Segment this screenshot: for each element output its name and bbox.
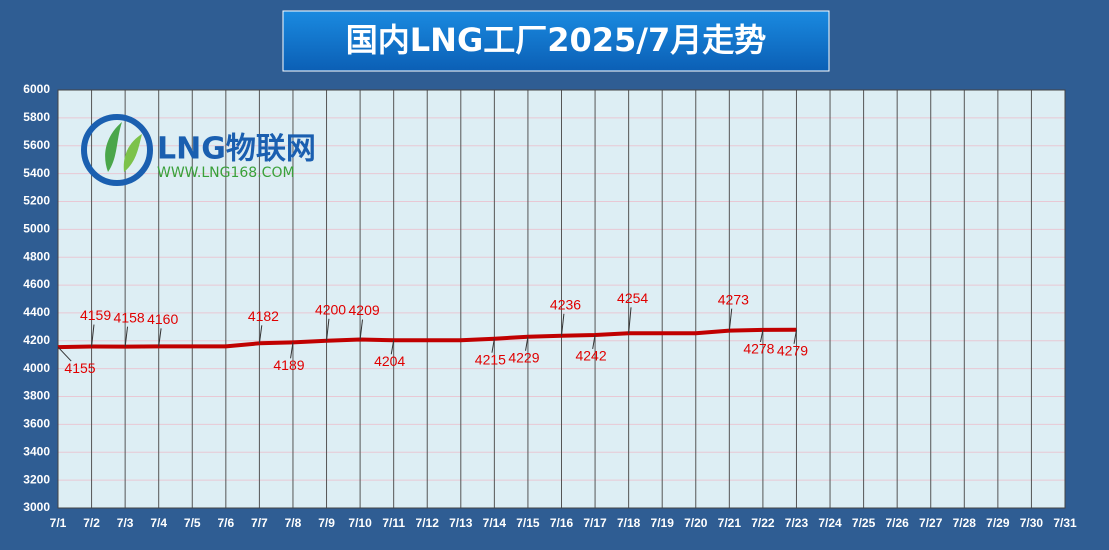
x-tick-label: 7/17 (583, 516, 607, 530)
y-tick-label: 4600 (23, 277, 50, 291)
x-tick-label: 7/29 (986, 516, 1010, 530)
logo-leaf (105, 122, 122, 172)
x-tick-label: 7/30 (1020, 516, 1044, 530)
leader-line (390, 340, 395, 355)
x-tick-label: 7/21 (718, 516, 742, 530)
logo-ring (81, 114, 153, 186)
value-label: 4273 (718, 291, 749, 307)
leader-line (628, 307, 632, 334)
x-tick-label: 7/25 (852, 516, 876, 530)
y-tick-label: 4800 (23, 249, 50, 263)
leader-line (158, 328, 162, 347)
x-tick-label: 7/3 (117, 516, 134, 530)
value-label: 4242 (575, 348, 606, 364)
x-tick-label: 7/4 (150, 516, 167, 530)
title-box (282, 10, 830, 72)
y-tick-label: 3200 (23, 472, 50, 486)
x-tick-label: 7/28 (953, 516, 977, 530)
x-tick-label: 7/7 (251, 516, 268, 530)
y-tick-label: 4200 (23, 333, 50, 347)
plot-border (57, 89, 1066, 509)
x-tick-label: 7/26 (885, 516, 909, 530)
y-tick-label: 4000 (23, 361, 50, 375)
x-tick-label: 7/10 (348, 516, 372, 530)
leader-line (491, 338, 495, 353)
x-tick-label: 7/8 (285, 516, 302, 530)
leader-line (525, 336, 529, 351)
value-label: 4158 (114, 309, 145, 325)
x-tick-label: 7/14 (483, 516, 507, 530)
logo-url: WWW.LNG168.COM (157, 165, 295, 181)
y-tick-label: 6000 (23, 82, 50, 96)
value-label: 4160 (147, 311, 178, 327)
leader-line (290, 342, 294, 359)
x-tick-label: 7/23 (785, 516, 809, 530)
value-label: 4155 (64, 360, 95, 376)
leader-line (326, 318, 330, 341)
x-tick-label: 7/18 (617, 516, 641, 530)
value-label: 4279 (777, 342, 808, 358)
value-label: 4200 (315, 302, 346, 318)
logo-name: LNG物联网 (157, 132, 316, 167)
value-label: 4189 (273, 357, 304, 373)
x-tick-label: 7/15 (516, 516, 540, 530)
x-tick-label: 7/12 (416, 516, 440, 530)
y-tick-label: 3400 (23, 444, 50, 458)
x-tick-label: 7/9 (318, 516, 335, 530)
x-tick-label: 7/19 (651, 516, 675, 530)
logo-leaf (123, 134, 142, 172)
value-label: 4254 (617, 290, 648, 306)
leader-line (592, 334, 596, 350)
leader-line (57, 346, 72, 362)
leader-line (728, 308, 733, 331)
y-tick-label: 3000 (23, 500, 50, 514)
x-tick-label: 7/1 (50, 516, 67, 530)
x-tick-label: 7/20 (684, 516, 708, 530)
y-tick-label: 4400 (23, 305, 50, 319)
value-label: 4182 (248, 308, 279, 324)
leader-line (793, 329, 797, 344)
value-label: 4215 (475, 351, 506, 367)
leader-line (561, 313, 565, 336)
x-tick-label: 7/16 (550, 516, 574, 530)
chart-title: 国内LNG工厂2025/7月走势 (346, 21, 766, 59)
leader-line (91, 324, 95, 347)
value-label: 4236 (550, 296, 581, 312)
x-tick-label: 7/22 (751, 516, 775, 530)
leader-line (258, 325, 263, 344)
x-tick-label: 7/11 (382, 516, 405, 530)
leader-line (359, 319, 363, 340)
y-tick-label: 3800 (23, 389, 50, 403)
value-label: 4209 (349, 302, 380, 318)
leader-line (124, 326, 129, 347)
y-tick-label: 3600 (23, 417, 50, 431)
x-tick-label: 7/6 (217, 516, 234, 530)
x-tick-label: 7/31 (1053, 516, 1077, 530)
value-label: 4159 (80, 307, 111, 323)
x-tick-label: 7/5 (184, 516, 201, 530)
logo: LNG物联网 WWW.LNG168.COM (81, 114, 316, 186)
y-tick-label: 5200 (23, 194, 50, 208)
y-tick-label: 5000 (23, 222, 50, 236)
x-tick-label: 7/13 (449, 516, 473, 530)
y-tick-label: 5800 (23, 110, 50, 124)
x-tick-label: 7/2 (83, 516, 100, 530)
y-tick-label: 5400 (23, 166, 50, 180)
value-label: 4204 (374, 353, 405, 369)
leader-line (760, 329, 764, 343)
value-label: 4229 (508, 349, 539, 365)
x-tick-label: 7/24 (818, 516, 842, 530)
value-label: 4278 (743, 341, 774, 357)
y-tick-label: 5600 (23, 138, 50, 152)
data-line (57, 327, 797, 350)
x-tick-label: 7/27 (919, 516, 943, 530)
